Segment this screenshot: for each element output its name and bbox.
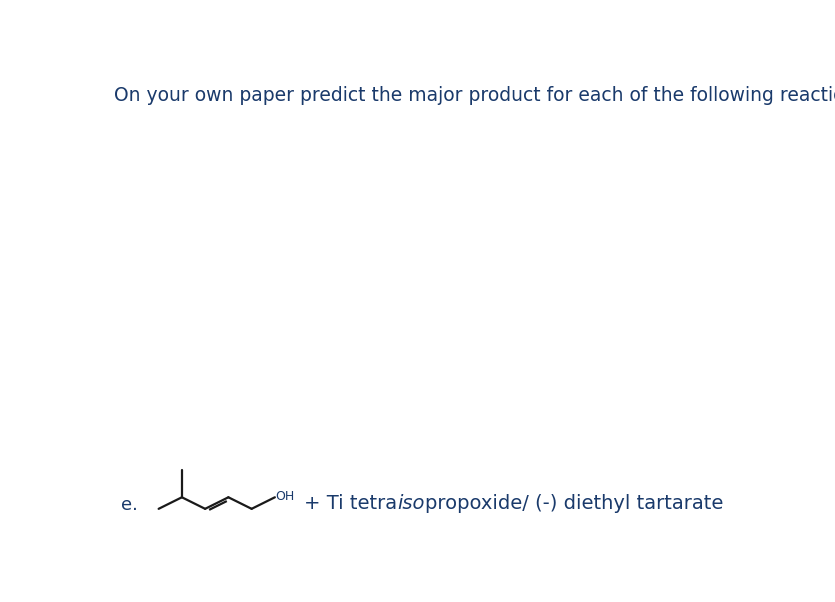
Text: e.: e. bbox=[121, 495, 139, 514]
Text: iso: iso bbox=[397, 494, 425, 512]
Text: On your own paper predict the major product for each of the following reactions.: On your own paper predict the major prod… bbox=[114, 86, 835, 105]
Text: propoxide/ (-) diethyl tartarate: propoxide/ (-) diethyl tartarate bbox=[425, 494, 723, 512]
Text: + Ti tetra: + Ti tetra bbox=[304, 494, 397, 512]
Text: OH: OH bbox=[276, 490, 295, 503]
